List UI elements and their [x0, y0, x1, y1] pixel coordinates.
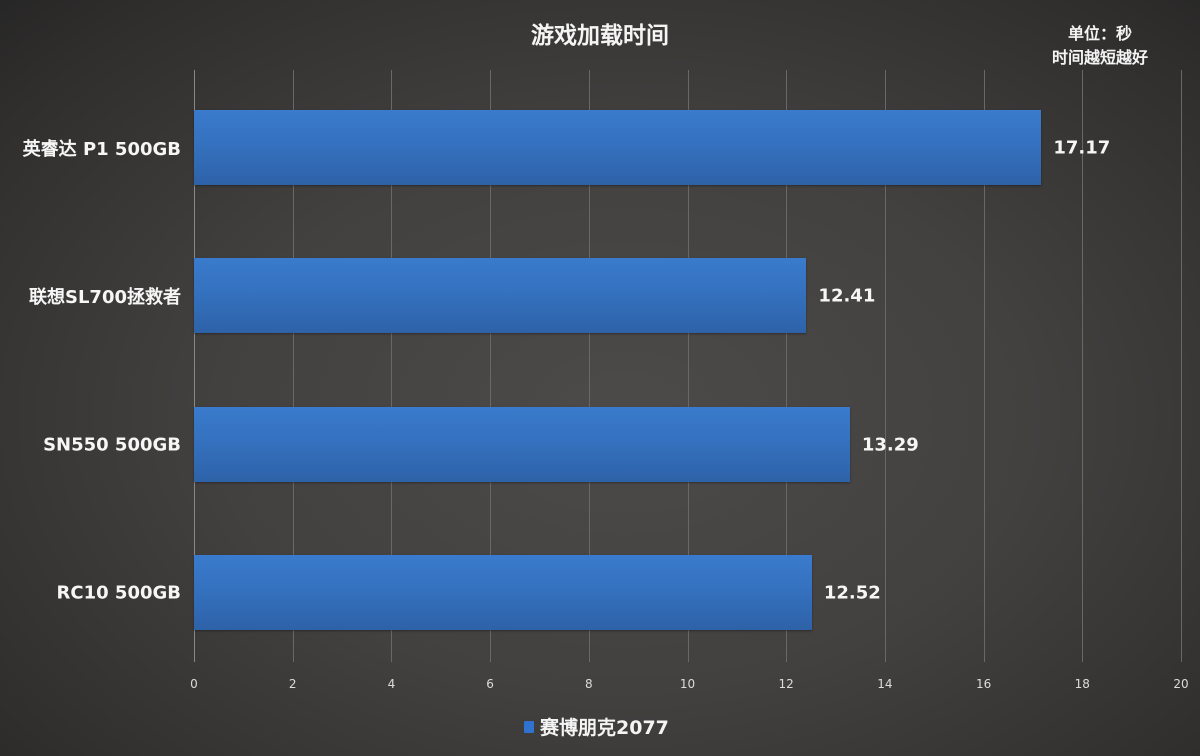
gridline [490, 70, 492, 662]
gridline [588, 70, 590, 662]
x-tick-label: 18 [1074, 677, 1090, 691]
data-label: 17.17 [1053, 137, 1111, 158]
bar [194, 555, 812, 630]
unit-label: 单位：秒 [1067, 24, 1132, 43]
category-label: RC10 500GB [56, 582, 181, 603]
x-tick-label: 14 [877, 677, 893, 691]
gridline [687, 70, 689, 662]
gridline [194, 70, 195, 662]
data-label: 12.41 [818, 285, 876, 306]
x-tick-label: 2 [288, 677, 297, 691]
gridline [292, 70, 294, 662]
gridline [391, 70, 393, 662]
legend-swatch [524, 720, 534, 733]
x-tick-label: 8 [584, 677, 593, 691]
plot-area [194, 70, 1182, 662]
legend-label: 赛博朋克2077 [540, 717, 669, 739]
gridline [983, 70, 985, 662]
legend: 赛博朋克2077 [524, 713, 669, 740]
x-tick-label: 12 [778, 677, 794, 691]
bar [194, 407, 850, 482]
unit-note: 时间越短越好 [1051, 48, 1148, 67]
x-tick-label: 0 [190, 677, 198, 691]
data-label: 13.29 [861, 434, 919, 455]
gridline [1082, 70, 1084, 662]
x-tick-label: 4 [387, 677, 396, 691]
chart-title: 游戏加载时间 [531, 23, 669, 49]
gridline [786, 70, 788, 662]
bar [194, 110, 1042, 185]
unit-annotation: 单位：秒 时间越短越好 [1030, 22, 1170, 70]
category-label: SN550 500GB [43, 434, 181, 455]
x-tick-label: 10 [679, 677, 696, 691]
x-tick-label: 20 [1173, 677, 1189, 691]
category-label: 联想SL700拯救者 [28, 286, 181, 308]
x-tick-label: 6 [486, 677, 494, 691]
x-tick-label: 16 [975, 677, 992, 691]
gridline [884, 70, 886, 662]
bar [194, 258, 807, 333]
gridline [1181, 70, 1182, 662]
category-label: 英睿达 P1 500GB [22, 138, 181, 160]
data-label: 12.52 [823, 582, 881, 603]
